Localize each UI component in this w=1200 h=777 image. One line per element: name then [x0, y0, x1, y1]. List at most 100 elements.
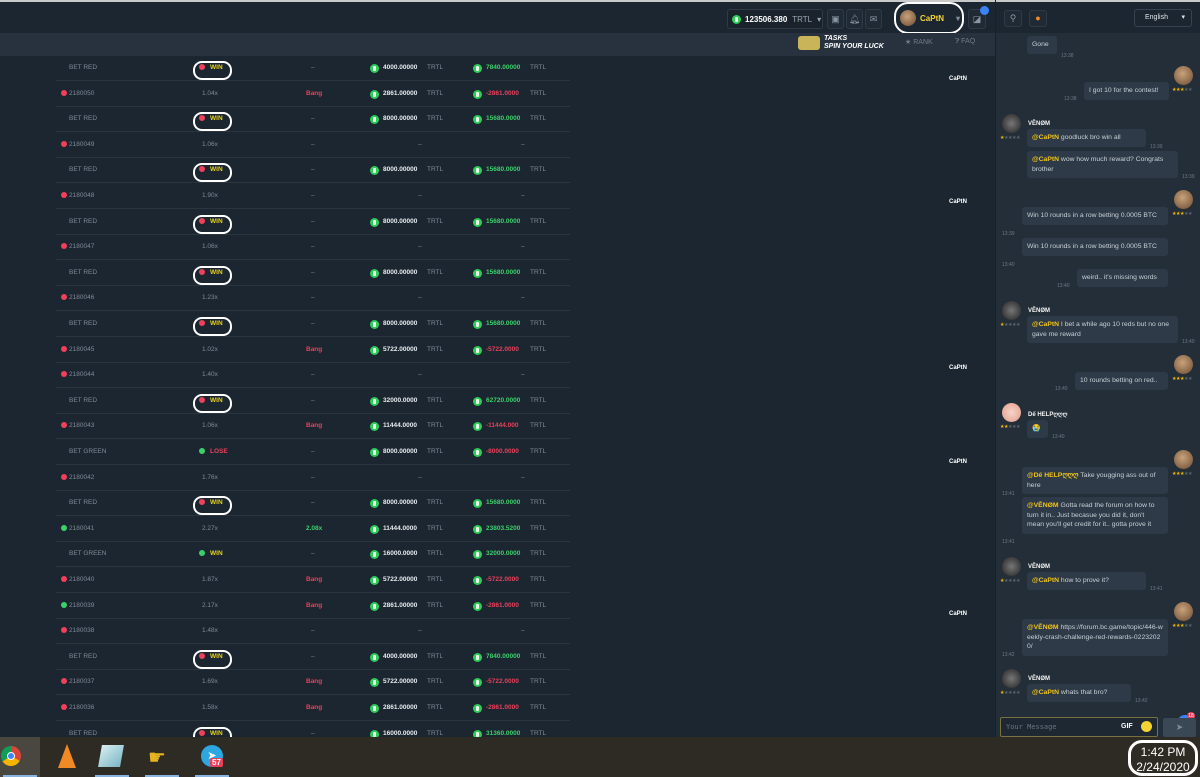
table-row[interactable]: BET GREEN WIN – 16000.0000 TRTL 32000.0000 TRT…: [56, 542, 570, 568]
table-row[interactable]: BET RED WIN – 8000.00000 TRTL 15680.0000 TRTL: [56, 491, 570, 517]
mention-tag[interactable]: @CaPtN: [1032, 156, 1060, 163]
round-id[interactable]: 2180047: [61, 243, 94, 250]
star-icon: ★: [1007, 135, 1012, 141]
avatar[interactable]: [1002, 301, 1021, 320]
chat-username[interactable]: VĚNØM: [1028, 564, 1051, 570]
taskbar-app-chrome[interactable]: [0, 737, 40, 777]
table-row[interactable]: 2180049 1.06x – – –: [56, 133, 570, 158]
round-id[interactable]: 2180040: [61, 576, 94, 583]
chat-username[interactable]: VĚNØM: [1028, 676, 1051, 682]
table-row[interactable]: BET RED WIN – 8000.00000 TRTL 15680.0000 TRTL: [56, 107, 570, 133]
table-row[interactable]: BET RED WIN – 8000.00000 TRTL 15680.0000 TRTL: [56, 261, 570, 286]
chat-message-input[interactable]: Your Message GIF: [1000, 717, 1158, 737]
trtl-coin-icon: [473, 396, 482, 406]
table-row[interactable]: BET RED WIN – 8000.00000 TRTL 15680.0000 TRTL: [56, 210, 570, 235]
table-row[interactable]: 2180048 1.90x – – –: [56, 184, 570, 209]
table-row[interactable]: BET RED WIN – 4000.00000 TRTL 7840.00000 TRTL: [56, 56, 570, 81]
round-id[interactable]: 2180045: [61, 345, 94, 353]
table-row[interactable]: 2180047 1.06x – – –: [56, 235, 570, 261]
rank-link[interactable]: ★ RANK: [905, 38, 933, 46]
table-row[interactable]: BET RED WIN – 8000.00000 TRTL 15680.0000 TRTL: [56, 158, 570, 184]
mention-tag[interactable]: @CaPtN: [1032, 577, 1060, 584]
table-row[interactable]: 2180040 1.87x Bang 5722.00000 TRTL -5722.0000…: [56, 568, 570, 593]
faq-link[interactable]: ❓︎ FAQ: [955, 38, 975, 46]
mention-tag[interactable]: @CaPtN: [1032, 321, 1060, 328]
round-id[interactable]: 2180046: [61, 294, 94, 301]
mention-tag[interactable]: @VĚNØM: [1027, 624, 1059, 631]
round-id[interactable]: 2180043: [61, 422, 94, 429]
round-id[interactable]: 2180036: [61, 704, 94, 711]
round-id[interactable]: 2180038: [61, 627, 94, 634]
table-row[interactable]: 2180037 1.69x Bang 5722.00000 TRTL -5722.0000…: [56, 670, 570, 696]
table-row[interactable]: 2180046 1.23x – – –: [56, 286, 570, 312]
annotation-circle: [193, 163, 232, 183]
chat-username[interactable]: Dế HELPღღღ: [1028, 412, 1068, 418]
system-clock[interactable]: 1:42 PM 2/24/2020: [1128, 740, 1198, 776]
profit-amount: 23803.5200: [486, 524, 521, 532]
round-id[interactable]: 2180050: [61, 89, 94, 97]
avatar[interactable]: [1002, 403, 1021, 422]
notifications-button[interactable]: 🔔︎: [846, 9, 863, 29]
wallet-button[interactable]: ▣: [827, 9, 844, 29]
round-id-text: 2180037: [69, 678, 95, 686]
chat-username[interactable]: CaPtN: [948, 365, 967, 371]
table-row[interactable]: 2180044 1.40x – – –: [56, 363, 570, 389]
profit-currency: TRTL: [530, 345, 547, 353]
round-id[interactable]: 2180044: [61, 371, 94, 378]
table-row[interactable]: 2180039 2.17x Bang 2861.00000 TRTL -2861.0000…: [56, 594, 570, 619]
language-select[interactable]: English ▾: [1134, 9, 1192, 27]
round-id[interactable]: 2180049: [61, 140, 94, 148]
avatar[interactable]: [1174, 190, 1193, 209]
star-icon: ★: [1015, 322, 1020, 328]
table-row[interactable]: 2180042 1.76x – – –: [56, 466, 570, 491]
round-id[interactable]: 2180039: [61, 601, 94, 609]
messages-button[interactable]: ✉: [865, 9, 882, 29]
bet-currency: TRTL: [427, 678, 444, 686]
avatar[interactable]: [1002, 114, 1021, 133]
tasks-link[interactable]: TASKS SPIN YOUR LUCK: [798, 35, 884, 51]
avatar[interactable]: [1174, 66, 1193, 85]
send-button[interactable]: ➤: [1163, 718, 1196, 737]
round-id[interactable]: 2180042: [61, 473, 94, 481]
table-row[interactable]: 2180043 1.06x Bang 11444.0000 TRTL -11444.000…: [56, 414, 570, 440]
table-row[interactable]: 2180045 1.02x Bang 5722.00000 TRTL -5722.0000…: [56, 338, 570, 363]
chat-bubble: @CaPtN goodluck bro win all: [1027, 129, 1146, 147]
avatar[interactable]: [1002, 557, 1021, 576]
chat-username[interactable]: CaPtN: [948, 76, 967, 82]
mention-tag[interactable]: @CaPtN: [1032, 134, 1060, 141]
avatar[interactable]: [1174, 450, 1193, 469]
table-row[interactable]: 2180041 2.27x 2.08x 11444.0000 TRTL 23803.520…: [56, 517, 570, 542]
table-row[interactable]: 2180038 1.48x – – –: [56, 619, 570, 645]
chat-settings-button[interactable]: ⚲: [1004, 10, 1022, 27]
round-id[interactable]: 2180037: [61, 678, 94, 685]
taskbar-app-telegram[interactable]: ➤ 57: [192, 737, 232, 777]
avatar[interactable]: [1174, 355, 1193, 374]
chat-username[interactable]: VĚNØM: [1028, 308, 1051, 314]
balance-selector[interactable]: 123506.380 TRTL ▾: [727, 9, 823, 29]
chat-username[interactable]: CaPtN: [948, 611, 967, 617]
table-row[interactable]: 2180036 1.58x Bang 2861.00000 TRTL -2861.0000…: [56, 696, 570, 721]
taskbar-app-cursor[interactable]: ☛: [142, 737, 182, 777]
taskbar-app-vlc[interactable]: [48, 737, 88, 777]
emoji-icon[interactable]: [1141, 721, 1152, 732]
table-row[interactable]: 2180050 1.04x Bang 2861.00000 TRTL -2861.0000…: [56, 82, 570, 107]
chat-username[interactable]: CaPtN: [948, 199, 967, 205]
round-id[interactable]: 2180041: [61, 524, 94, 532]
table-row[interactable]: BET RED WIN – 32000.0000 TRTL 62720.0000 TRTL: [56, 389, 570, 414]
avatar[interactable]: [1174, 602, 1193, 621]
table-row[interactable]: BET RED WIN – 4000.00000 TRTL 7840.00000 TRTL: [56, 645, 570, 670]
bet-amount-empty: –: [418, 473, 422, 481]
mention-tag[interactable]: @VĚNØM: [1027, 502, 1059, 509]
taskbar-app-notepad[interactable]: [92, 737, 132, 777]
table-row[interactable]: BET GREEN LOSE – 8000.00000 TRTL -8000.0000 TR…: [56, 440, 570, 465]
hot-button[interactable]: ●: [1029, 10, 1047, 27]
table-row[interactable]: BET RED WIN – 8000.00000 TRTL 15680.0000 TRTL: [56, 312, 570, 337]
mention-tag[interactable]: @CaPtN: [1032, 689, 1060, 696]
mention-tag[interactable]: @Dế HELPღღღ: [1027, 472, 1079, 479]
avatar[interactable]: [1002, 669, 1021, 688]
round-id[interactable]: 2180048: [61, 192, 94, 199]
chat-username[interactable]: CaPtN: [948, 459, 967, 465]
chat-username[interactable]: VĚNØM: [1028, 121, 1051, 127]
trtl-coin-icon: [473, 550, 482, 560]
gif-button[interactable]: GIF: [1121, 723, 1133, 730]
